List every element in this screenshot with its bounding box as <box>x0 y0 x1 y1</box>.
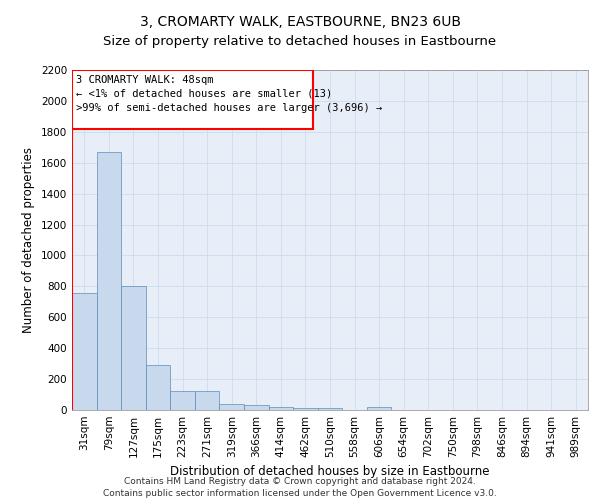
Bar <box>318 408 342 410</box>
Text: Contains HM Land Registry data © Crown copyright and database right 2024.
Contai: Contains HM Land Registry data © Crown c… <box>103 476 497 498</box>
Bar <box>195 392 220 410</box>
Bar <box>121 286 146 410</box>
Text: Size of property relative to detached houses in Eastbourne: Size of property relative to detached ho… <box>103 35 497 48</box>
Bar <box>146 365 170 410</box>
Bar <box>244 404 269 410</box>
Bar <box>97 152 121 410</box>
Text: 3, CROMARTY WALK, EASTBOURNE, BN23 6UB: 3, CROMARTY WALK, EASTBOURNE, BN23 6UB <box>139 15 461 29</box>
Bar <box>293 408 318 410</box>
Text: 3 CROMARTY WALK: 48sqm
← <1% of detached houses are smaller (13)
>99% of semi-de: 3 CROMARTY WALK: 48sqm ← <1% of detached… <box>76 74 382 112</box>
Bar <box>269 407 293 410</box>
Bar <box>220 404 244 410</box>
Bar <box>72 292 97 410</box>
Bar <box>367 407 391 410</box>
FancyBboxPatch shape <box>72 70 313 128</box>
Bar <box>170 392 195 410</box>
Y-axis label: Number of detached properties: Number of detached properties <box>22 147 35 333</box>
X-axis label: Distribution of detached houses by size in Eastbourne: Distribution of detached houses by size … <box>170 466 490 478</box>
